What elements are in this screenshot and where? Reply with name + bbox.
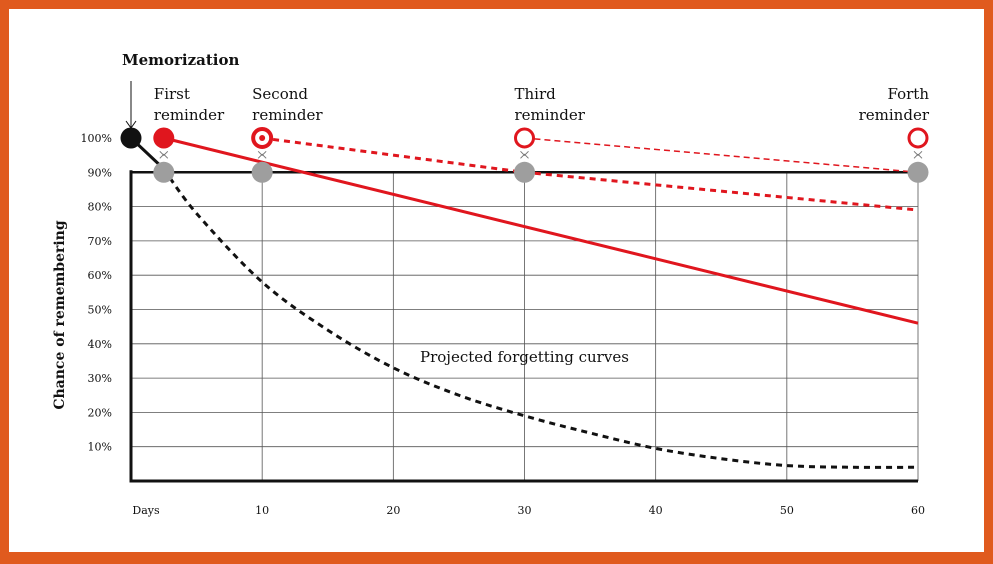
y-tick-label-80: 80% [88, 201, 112, 214]
reminder-chevron-up-2 [257, 153, 267, 159]
y-tick-label-50: 50% [88, 304, 112, 317]
annotation-projected-curves: Projected forgetting curves [420, 348, 629, 366]
reminder-threshold-dot-2 [251, 161, 273, 183]
y-tick-label-100: 100% [81, 132, 112, 145]
y-tick-label-30: 30% [88, 372, 112, 385]
reminder-label-2-line-2: reminder [252, 106, 323, 124]
reminder-marker-3 [514, 127, 535, 149]
grid [129, 170, 919, 483]
x-tick-label-30: 30 [518, 504, 532, 517]
reminder-threshold-dot-1 [153, 161, 175, 183]
labels-layer: 10% 20% 30% 40% 50% 60% 70% 80% 90% 100% Days 10 20 3… [81, 85, 930, 517]
reminder-chevron-up-4 [913, 153, 923, 159]
series-line-3 [163, 136, 919, 325]
reminder-label-4-line-1: Forth [888, 85, 930, 103]
reminder-label-2-line-1: Second [252, 85, 308, 103]
reminder-chevron-up-1 [159, 153, 169, 159]
reminder-threshold-dot-3 [514, 161, 535, 183]
reminder-chevron-up-3 [520, 153, 529, 159]
chart-frame: 10% 20% 30% 40% 50% 60% 70% 80% 90% 100% Days 10 20 3… [9, 9, 984, 552]
y-tick-label-60: 60% [88, 269, 112, 282]
series-line-5 [524, 137, 919, 174]
x-tick-label-20: 20 [386, 504, 400, 517]
reminder-marker-center-2 [259, 135, 266, 141]
series-line-4 [261, 136, 919, 212]
y-tick-label-20: 20% [88, 406, 112, 419]
x-tick-label-days: Days [132, 504, 160, 517]
y-tick-label-10: 10% [88, 441, 112, 454]
memorization-point [120, 127, 142, 149]
x-tick-label-10: 10 [255, 504, 269, 517]
x-tick-label-60: 60 [911, 504, 925, 517]
y-tick-label-40: 40% [88, 338, 112, 351]
y-tick-label-70: 70% [88, 235, 112, 248]
reminder-label-3-line-1: Third [515, 85, 557, 103]
reminder-chevron-down-2 [257, 150, 267, 157]
reminder-chevron-down-1 [159, 150, 169, 157]
reminder-label-3-line-2: reminder [515, 106, 586, 124]
reminder-chevron-down-3 [520, 150, 529, 157]
reminder-label-1-line-2: reminder [154, 106, 225, 124]
reminder-label-4-line-2: reminder [859, 106, 930, 124]
y-tick-label-90: 90% [88, 166, 112, 179]
reminder-marker-1 [153, 127, 175, 149]
reminder-marker-4 [907, 127, 929, 149]
markers-layer [120, 127, 929, 183]
reminder-threshold-dot-4 [907, 161, 929, 183]
series-line-2 [162, 167, 919, 469]
memorization-arrow [125, 81, 137, 129]
reminder-chevron-down-4 [913, 150, 923, 157]
forgetting-curve-chart: 10% 20% 30% 40% 50% 60% 70% 80% 90% 100% Days 10 20 3… [52, 51, 930, 517]
y-axis-label: Chance of remembering [52, 220, 68, 409]
x-tick-label-40: 40 [649, 504, 663, 517]
reminder-label-1-line-1: First [154, 85, 190, 103]
chart-title: Memorization [122, 51, 239, 69]
x-tick-label-50: 50 [780, 504, 794, 517]
